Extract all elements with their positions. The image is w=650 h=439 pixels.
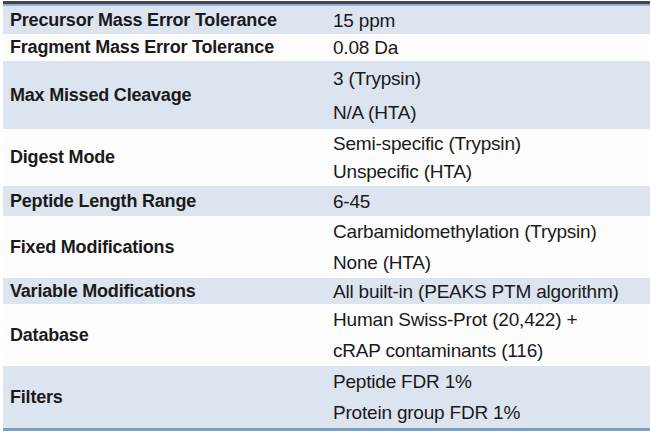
parameters-table-figure: Precursor Mass Error Tolerance15 ppmFrag… — [0, 0, 650, 439]
parameter-label: Peptide Length Range — [3, 186, 333, 216]
parameter-label: Fragment Mass Error Tolerance — [3, 34, 333, 61]
parameter-value: 3 (Trypsin) — [333, 61, 650, 95]
parameter-value: Semi-specific (Trypsin) — [333, 129, 650, 158]
parameter-label: Database — [3, 304, 333, 366]
parameter-value: Protein group FDR 1% — [333, 397, 650, 428]
parameter-value: cRAP contaminants (116) — [333, 335, 650, 366]
parameter-value: Unspecific (HTA) — [333, 158, 650, 187]
parameter-value-cell: Peptide FDR 1%Protein group FDR 1% — [333, 366, 650, 428]
parameter-value: 6-45 — [333, 186, 650, 216]
parameter-label: Precursor Mass Error Tolerance — [3, 6, 333, 34]
parameter-value-cell: Semi-specific (Trypsin)Unspecific (HTA) — [333, 129, 650, 186]
parameter-value-cell: All built-in (PEAKS PTM algorithm) — [333, 278, 650, 304]
parameter-label: Digest Mode — [3, 129, 333, 186]
parameter-value-cell: 15 ppm — [333, 6, 650, 34]
parameter-value-cell: Carbamidomethylation (Trypsin)None (HTA) — [333, 216, 650, 278]
table-row: Max Missed Cleavage3 (Trypsin)N/A (HTA) — [3, 61, 650, 129]
table-row: Variable ModificationsAll built-in (PEAK… — [3, 278, 650, 304]
parameter-value: 0.08 Da — [333, 34, 650, 61]
parameter-value: Carbamidomethylation (Trypsin) — [333, 216, 650, 247]
parameter-label: Filters — [3, 366, 333, 428]
parameter-value: Human Swiss-Prot (20,422) + — [333, 304, 650, 335]
parameter-label: Variable Modifications — [3, 278, 333, 304]
table-row: Digest ModeSemi-specific (Trypsin)Unspec… — [3, 129, 650, 186]
table-row: Fixed ModificationsCarbamidomethylation … — [3, 216, 650, 278]
parameter-value-cell: 3 (Trypsin)N/A (HTA) — [333, 61, 650, 129]
table-bottom-border — [3, 428, 650, 431]
table-row: DatabaseHuman Swiss-Prot (20,422) +cRAP … — [3, 304, 650, 366]
parameter-value: 15 ppm — [333, 6, 650, 34]
table-rows-container: Precursor Mass Error Tolerance15 ppmFrag… — [3, 6, 650, 428]
parameter-value-cell: 0.08 Da — [333, 34, 650, 61]
parameter-value-cell: 6-45 — [333, 186, 650, 216]
table-row: Peptide Length Range6-45 — [3, 186, 650, 216]
table-row: Precursor Mass Error Tolerance15 ppm — [3, 6, 650, 34]
parameter-value: All built-in (PEAKS PTM algorithm) — [333, 278, 650, 304]
parameter-value: None (HTA) — [333, 247, 650, 278]
parameters-table: Precursor Mass Error Tolerance15 ppmFrag… — [3, 1, 650, 431]
parameter-label: Max Missed Cleavage — [3, 61, 333, 129]
table-row: Fragment Mass Error Tolerance0.08 Da — [3, 34, 650, 61]
table-row: FiltersPeptide FDR 1%Protein group FDR 1… — [3, 366, 650, 428]
parameter-value: N/A (HTA) — [333, 95, 650, 129]
parameter-value-cell: Human Swiss-Prot (20,422) +cRAP contamin… — [333, 304, 650, 366]
parameter-value: Peptide FDR 1% — [333, 366, 650, 397]
parameter-label: Fixed Modifications — [3, 216, 333, 278]
